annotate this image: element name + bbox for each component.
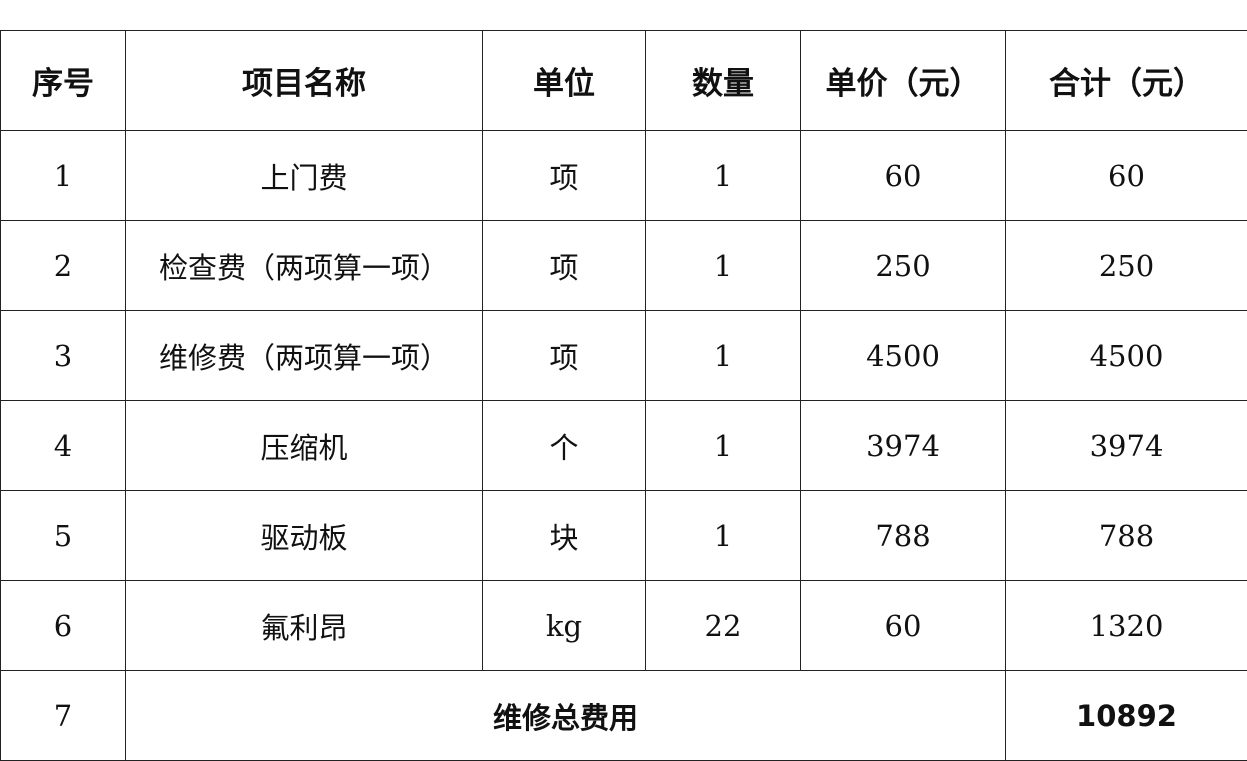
table-cell: 250 bbox=[801, 221, 1006, 311]
table-cell: 上门费 bbox=[126, 131, 483, 221]
table-cell: 60 bbox=[1006, 131, 1247, 221]
table-cell: 3974 bbox=[1006, 401, 1247, 491]
table-cell: 2 bbox=[1, 221, 126, 311]
table-cell: 1320 bbox=[1006, 581, 1247, 671]
total-index: 7 bbox=[1, 671, 126, 761]
column-header: 项目名称 bbox=[126, 31, 483, 131]
table-cell: 22 bbox=[646, 581, 801, 671]
total-label: 维修总费用 bbox=[126, 671, 1006, 761]
table-cell: 维修费（两项算一项） bbox=[126, 311, 483, 401]
table-cell: 4 bbox=[1, 401, 126, 491]
column-header: 合计（元） bbox=[1006, 31, 1247, 131]
table-cell: 60 bbox=[801, 131, 1006, 221]
column-header: 序号 bbox=[1, 31, 126, 131]
table-cell: 1 bbox=[646, 401, 801, 491]
table-cell: 项 bbox=[483, 131, 646, 221]
table-cell: 1 bbox=[1, 131, 126, 221]
table-cell: 5 bbox=[1, 491, 126, 581]
table-cell: 4500 bbox=[1006, 311, 1247, 401]
table-cell: 驱动板 bbox=[126, 491, 483, 581]
table-cell: 1 bbox=[646, 491, 801, 581]
table-cell: 1 bbox=[646, 131, 801, 221]
table-cell: 6 bbox=[1, 581, 126, 671]
table-cell: 1 bbox=[646, 311, 801, 401]
table-cell: 检查费（两项算一项） bbox=[126, 221, 483, 311]
table-cell: 氟利昂 bbox=[126, 581, 483, 671]
column-header: 数量 bbox=[646, 31, 801, 131]
column-header: 单位 bbox=[483, 31, 646, 131]
table-cell: 250 bbox=[1006, 221, 1247, 311]
header-row: 序号项目名称单位数量单价（元）合计（元） bbox=[1, 31, 1247, 131]
table-cell: 1 bbox=[646, 221, 801, 311]
column-header: 单价（元） bbox=[801, 31, 1006, 131]
table-cell: 3974 bbox=[801, 401, 1006, 491]
table-cell: 块 bbox=[483, 491, 646, 581]
table-cell: 4500 bbox=[801, 311, 1006, 401]
total-value: 10892 bbox=[1006, 671, 1247, 761]
table-cell: 项 bbox=[483, 221, 646, 311]
table-cell: 788 bbox=[1006, 491, 1247, 581]
table-cell: kg bbox=[483, 581, 646, 671]
table-cell: 788 bbox=[801, 491, 1006, 581]
table-cell: 60 bbox=[801, 581, 1006, 671]
table-cell: 项 bbox=[483, 311, 646, 401]
table-cell: 3 bbox=[1, 311, 126, 401]
table-cell: 压缩机 bbox=[126, 401, 483, 491]
table-cell: 个 bbox=[483, 401, 646, 491]
